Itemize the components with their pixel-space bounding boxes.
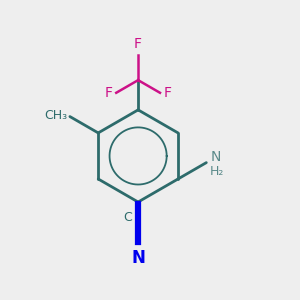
Text: F: F	[105, 86, 113, 100]
Text: CH₃: CH₃	[44, 109, 67, 122]
Text: N: N	[210, 150, 220, 164]
Text: C: C	[123, 211, 132, 224]
Text: H₂: H₂	[210, 165, 225, 178]
Text: N: N	[131, 249, 145, 267]
Text: F: F	[164, 86, 172, 100]
Text: F: F	[134, 37, 142, 51]
